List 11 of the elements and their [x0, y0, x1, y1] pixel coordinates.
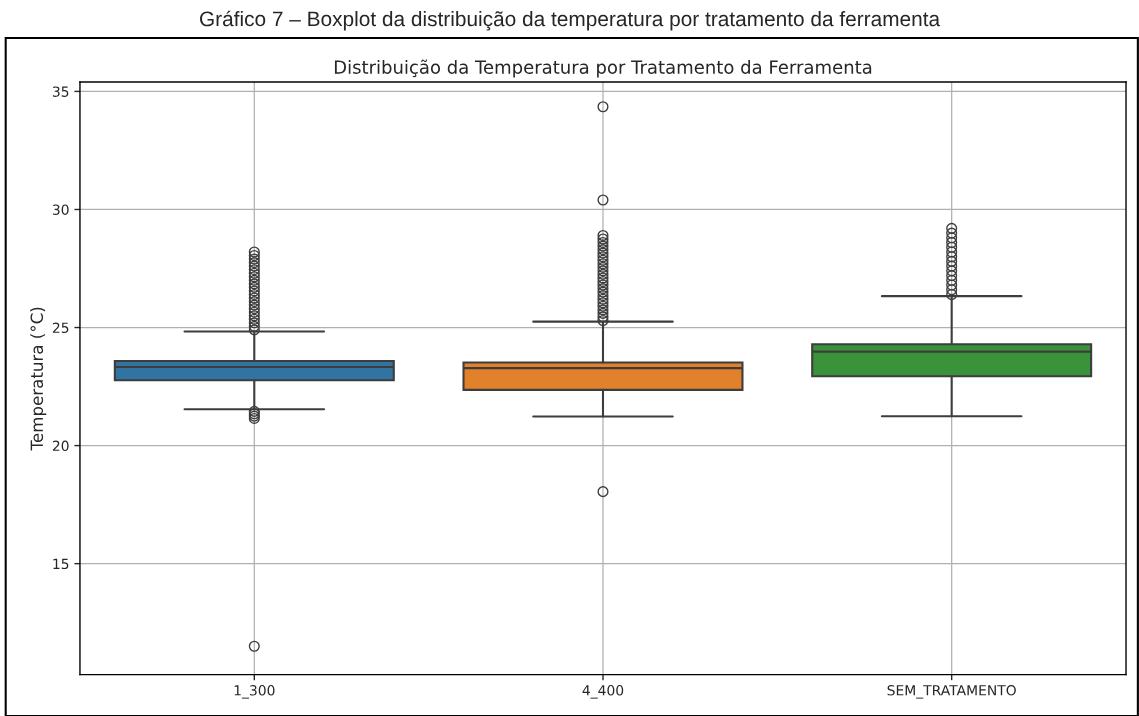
- chart-title: Gráfico 7 – Boxplot da distribuição da temperatura por tratamento da ferramenta: [200, 10, 941, 31]
- y-tick-label: 35: [52, 86, 69, 97]
- x-tick-label: 1_300: [234, 685, 275, 699]
- y-tick-label: 20: [52, 440, 69, 452]
- y-axis-title: Temperatura (°C): [30, 307, 47, 451]
- x-tick-label: 4_400: [582, 685, 624, 699]
- y-tick-label: 30: [52, 204, 69, 215]
- x-tick-label: SEM_TRATAMENTO: [887, 685, 1016, 699]
- y-tick-label: 25: [52, 322, 69, 334]
- chart-subtitle: Distribuição da Temperatura por Tratamento da Ferramenta: [334, 59, 872, 78]
- y-tick-label: 15: [53, 558, 69, 570]
